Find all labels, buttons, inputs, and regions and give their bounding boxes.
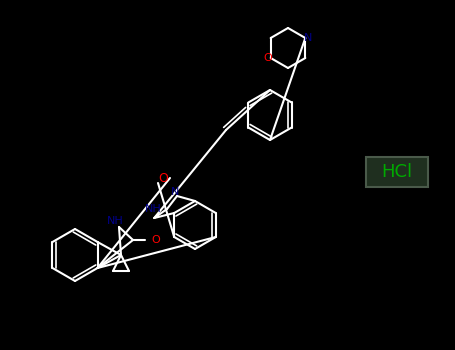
Bar [366, 157, 428, 187]
Text: O: O [158, 172, 168, 184]
Text: O: O [151, 235, 160, 245]
Text: NH: NH [106, 216, 123, 226]
Text: N: N [304, 33, 313, 43]
Text: HCl: HCl [381, 163, 413, 181]
Text: N: N [171, 187, 179, 197]
Text: O: O [263, 53, 272, 63]
Text: NH: NH [145, 204, 162, 214]
